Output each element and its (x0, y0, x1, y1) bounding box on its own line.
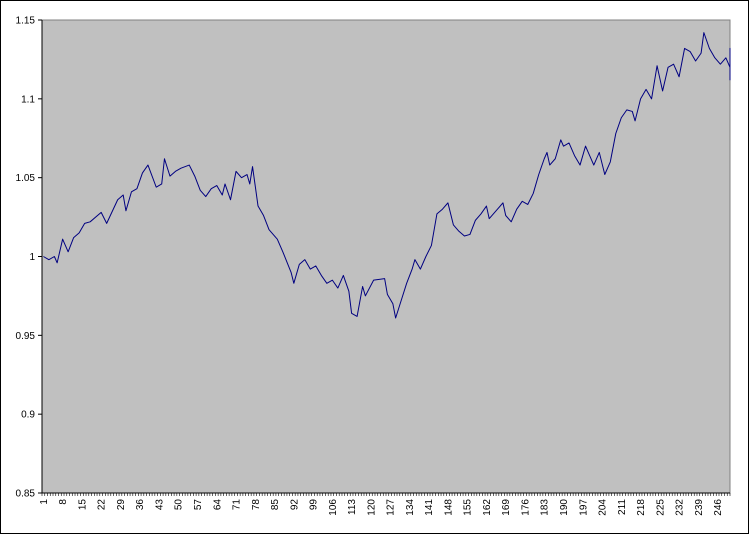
x-tick-label: 162 (482, 499, 493, 516)
x-tick-label: 232 (675, 499, 686, 516)
x-tick-label: 246 (713, 499, 724, 516)
x-tick-label: 190 (559, 499, 570, 516)
x-tick-label: 169 (501, 499, 512, 516)
x-tick-label: 8 (58, 499, 69, 505)
y-tick-label: 0.95 (16, 331, 36, 342)
x-tick-label: 239 (694, 499, 705, 516)
x-tick-label: 120 (366, 499, 377, 516)
x-tick-label: 218 (636, 499, 647, 516)
x-tick-label: 127 (386, 499, 397, 516)
x-axis: 1 8 15 22 29 36 43 50 57 64 71 78 85 92 99 106 113 120 127… (39, 492, 731, 516)
x-tick-label: 43 (154, 499, 165, 511)
x-tick-label: 211 (617, 499, 628, 515)
series-line (43, 32, 731, 319)
y-tick-label: 1.05 (16, 173, 36, 184)
x-tick-label: 176 (520, 499, 531, 516)
x-tick-label: 106 (328, 499, 339, 516)
x-tick-label: 183 (540, 499, 551, 516)
x-tick-label: 85 (270, 499, 281, 511)
x-tick-label: 134 (405, 499, 416, 516)
y-axis: 0.85 0.9 0.95 1 1.05 1.1 1.15 (16, 16, 43, 500)
y-tick-label: 1.1 (21, 94, 35, 105)
x-tick-label: 92 (289, 499, 300, 511)
x-tick-label: 113 (347, 499, 358, 515)
x-tick-label: 15 (77, 499, 88, 511)
x-tick-label: 36 (135, 499, 146, 511)
series-layer (43, 32, 731, 319)
x-tick-label: 22 (97, 499, 108, 511)
x-tick-label: 64 (212, 499, 223, 511)
x-tick-label: 148 (443, 499, 454, 516)
x-tick-label: 155 (463, 499, 474, 516)
x-tick-label: 204 (598, 499, 609, 516)
y-tick-label: 1.15 (16, 16, 36, 27)
x-tick-label: 57 (193, 499, 204, 511)
y-tick-label: 1 (29, 252, 35, 263)
x-tick-label: 78 (251, 499, 262, 511)
x-tick-label: 1 (39, 499, 50, 505)
x-tick-label: 71 (232, 499, 243, 511)
x-tick-label: 141 (424, 499, 435, 516)
x-tick-label: 197 (578, 499, 589, 516)
x-tick-label: 225 (655, 499, 666, 516)
plot-area (41, 19, 731, 494)
y-tick-label: 0.9 (21, 410, 35, 421)
x-tick-label: 29 (116, 499, 127, 511)
x-tick-label: 99 (309, 499, 320, 511)
x-tick-label: 50 (174, 499, 185, 511)
y-tick-label: 0.85 (16, 489, 36, 500)
